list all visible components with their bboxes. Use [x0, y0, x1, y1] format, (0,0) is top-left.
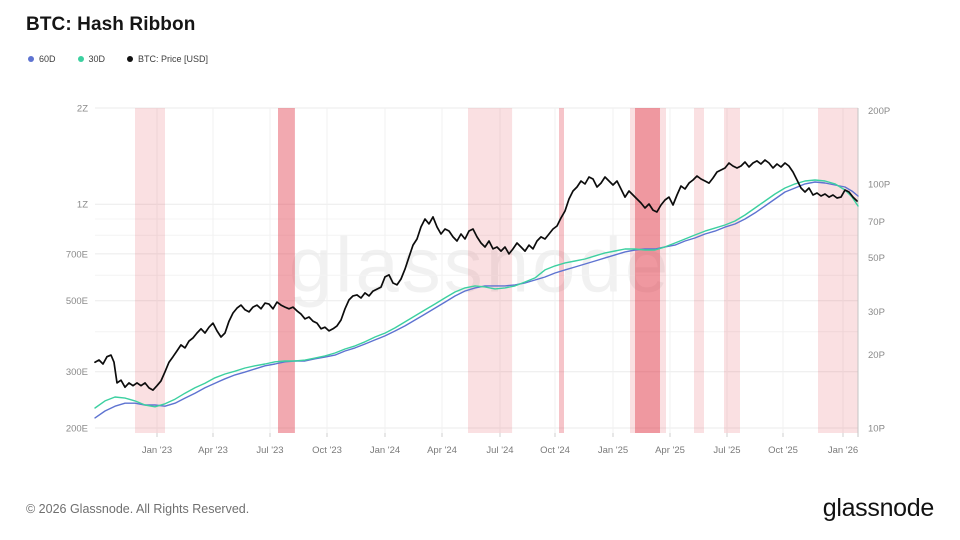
legend-item-30d[interactable]: 30D — [77, 54, 106, 64]
legend-dot-btc-price-icon — [127, 56, 134, 62]
x-axis-label: Jan '23 — [142, 445, 172, 456]
y-axis-right-label: 10P — [868, 423, 885, 434]
hash-ribbon-capitulation-band — [278, 108, 295, 433]
page-title: BTC: Hash Ribbon — [26, 14, 196, 35]
hash-ribbon-capitulation-band — [468, 108, 490, 433]
x-axis-label: Jul '24 — [486, 445, 513, 456]
y-axis-left-label: 1Z — [77, 200, 88, 211]
legend-label-btc-price: BTC: Price [USD] — [138, 54, 209, 64]
glassnode-logo: glassnode — [822, 494, 935, 522]
x-axis-label: Apr '24 — [427, 445, 457, 456]
hash-ribbon-capitulation-band — [724, 108, 740, 433]
x-axis-label: Jan '25 — [598, 445, 628, 456]
y-axis-right-label: 100P — [868, 179, 890, 190]
x-axis-label: Jan '24 — [370, 445, 400, 456]
y-axis-left-label: 200E — [66, 423, 88, 434]
copyright-text: © 2026 Glassnode. All Rights Reserved. — [26, 502, 250, 516]
x-axis-label: Oct '25 — [768, 445, 798, 456]
hash-ribbon-capitulation-band — [635, 108, 660, 433]
series-line-btc-price-usd — [94, 159, 858, 391]
chart-legend: 60D 30D BTC: Price [USD] — [28, 54, 208, 64]
x-axis-label: Jul '23 — [256, 445, 283, 456]
x-axis-label: Apr '25 — [655, 445, 685, 456]
y-axis-right-label: 30P — [868, 307, 885, 318]
series-line-30d — [94, 179, 859, 409]
legend-label-60d: 60D — [39, 54, 56, 64]
y-axis-left-label: 300E — [66, 367, 88, 378]
y-axis-right-label: 20P — [868, 350, 885, 361]
y-axis-left-label: 2Z — [77, 103, 88, 114]
x-axis-label: Jul '25 — [713, 445, 740, 456]
legend-item-btc-price[interactable]: BTC: Price [USD] — [127, 54, 208, 64]
hash-ribbon-capitulation-band — [694, 108, 704, 433]
x-axis-label: Apr '23 — [198, 445, 228, 456]
hash-ribbon-capitulation-band — [630, 108, 666, 433]
y-axis-right-label: 200P — [868, 106, 890, 117]
y-axis-right-label: 70P — [868, 217, 885, 228]
legend-label-30d: 30D — [88, 54, 106, 64]
hash-ribbon-capitulation-band — [818, 108, 858, 433]
legend-dot-30d-icon — [77, 56, 84, 62]
y-axis-right-label: 50P — [868, 253, 885, 264]
x-axis-label: Oct '24 — [540, 445, 570, 456]
x-axis-label: Oct '23 — [312, 445, 342, 456]
hash-ribbon-capitulation-band — [490, 108, 513, 433]
y-axis-left-label: 700E — [66, 249, 88, 260]
hash-ribbon-capitulation-band — [135, 108, 165, 433]
x-axis-label: Jan '26 — [828, 445, 858, 456]
legend-item-60d[interactable]: 60D — [28, 54, 56, 64]
legend-dot-60d-icon — [28, 56, 34, 62]
y-axis-left-label: 500E — [66, 296, 88, 307]
